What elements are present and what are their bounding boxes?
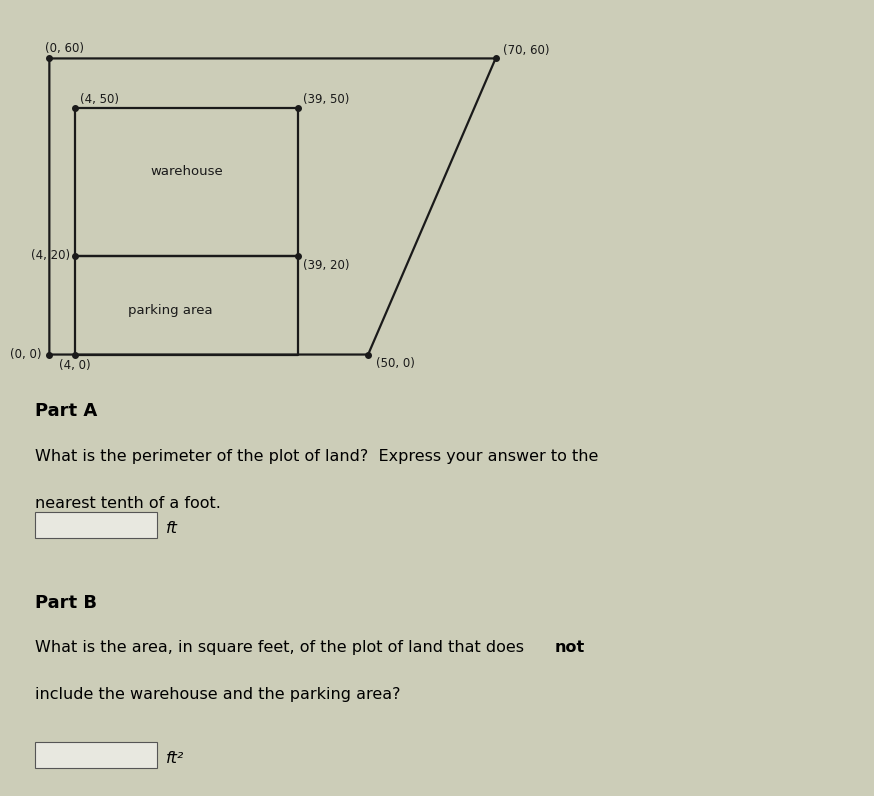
Text: (4, 50): (4, 50)	[80, 93, 119, 106]
Text: (4, 0): (4, 0)	[59, 359, 91, 373]
Text: What is the perimeter of the plot of land?  Express your answer to the: What is the perimeter of the plot of lan…	[35, 449, 599, 464]
FancyBboxPatch shape	[35, 742, 157, 768]
Text: Part A: Part A	[35, 402, 97, 420]
Text: warehouse: warehouse	[150, 166, 223, 178]
Text: Part B: Part B	[35, 594, 97, 611]
Text: (0, 0): (0, 0)	[10, 348, 42, 361]
Text: parking area: parking area	[128, 303, 212, 317]
Text: nearest tenth of a foot.: nearest tenth of a foot.	[35, 496, 221, 510]
Text: not: not	[555, 640, 586, 655]
Text: (39, 50): (39, 50)	[302, 93, 349, 106]
Text: include the warehouse and the parking area?: include the warehouse and the parking ar…	[35, 687, 400, 702]
Text: (39, 20): (39, 20)	[302, 259, 350, 271]
Text: ft: ft	[166, 521, 178, 536]
FancyBboxPatch shape	[35, 512, 157, 538]
Text: What is the area, in square feet, of the plot of land that does: What is the area, in square feet, of the…	[35, 640, 529, 655]
Text: (0, 60): (0, 60)	[45, 42, 84, 56]
Text: (4, 20): (4, 20)	[31, 249, 70, 263]
Text: (50, 0): (50, 0)	[376, 357, 414, 370]
Text: (70, 60): (70, 60)	[503, 44, 550, 57]
Text: ft²: ft²	[166, 751, 184, 766]
